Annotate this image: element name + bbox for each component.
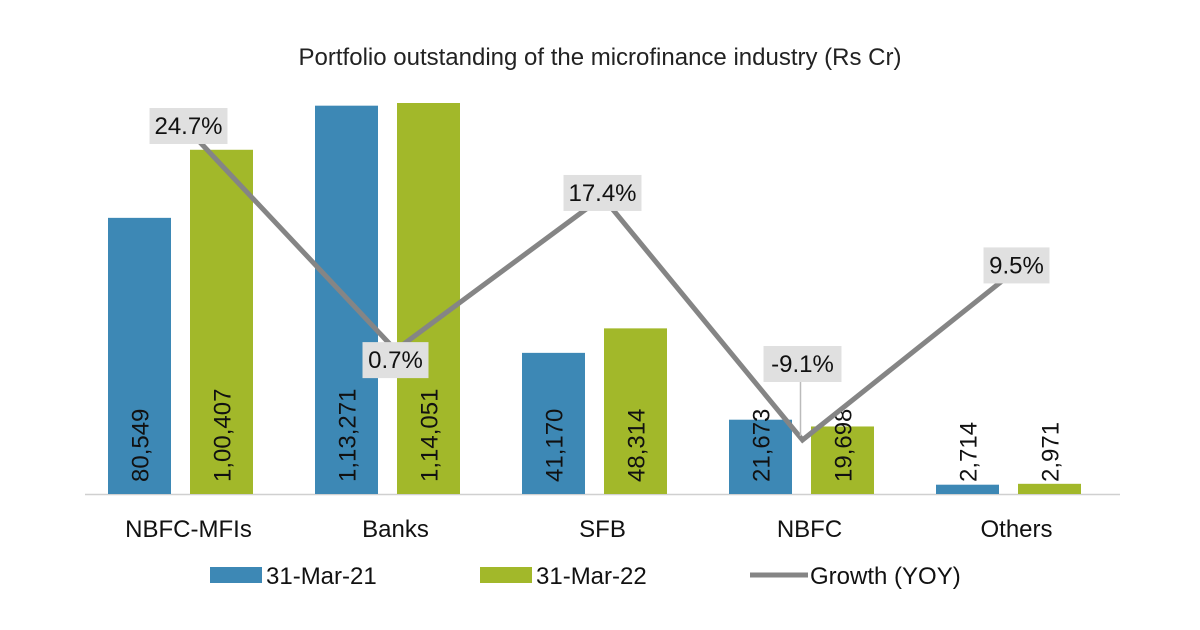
growth-label-4: -9.1% <box>771 351 834 378</box>
bar-others-series-1 <box>936 484 999 494</box>
data-label-others-series-2: 2,971 <box>1038 422 1065 482</box>
category-label-nbfc: NBFC <box>777 516 842 543</box>
data-label-sfb-series-1: 41,170 <box>542 409 569 482</box>
data-label-nbfc-mfis-series-2: 1,00,407 <box>210 389 237 482</box>
growth-label-box-1 <box>149 108 228 144</box>
legend-swatch-2 <box>480 567 532 583</box>
category-label-banks: Banks <box>362 516 429 543</box>
growth-label-box-4 <box>763 346 842 382</box>
category-label-others: Others <box>980 516 1052 543</box>
data-label-nbfc-mfis-series-1: 80,549 <box>128 409 155 482</box>
data-label-banks-series-1: 1,13,271 <box>335 389 362 482</box>
data-label-others-series-1: 2,714 <box>956 422 983 482</box>
bar-nbfc-mfis-series-1 <box>108 217 171 494</box>
category-label-sfb: SFB <box>579 516 626 543</box>
bar-banks-series-2 <box>397 103 460 494</box>
growth-label-1: 24.7% <box>154 113 222 140</box>
data-label-sfb-series-2: 48,314 <box>624 409 651 482</box>
data-label-nbfc-series-2: 19,698 <box>831 409 858 482</box>
data-label-banks-series-2: 1,14,051 <box>417 389 444 482</box>
growth-label-box-3 <box>563 174 642 211</box>
growth-label-2: 0.7% <box>368 347 423 374</box>
bar-nbfc-mfis-series-2 <box>190 149 253 494</box>
category-label-nbfc-mfis: NBFC-MFIs <box>125 516 252 543</box>
legend-label-2: 31-Mar-22 <box>536 563 647 590</box>
data-label-nbfc-series-1: 21,673 <box>749 409 776 482</box>
bar-others-series-2 <box>1018 483 1081 494</box>
growth-label-box-5 <box>983 247 1050 284</box>
legend-swatch-1 <box>210 567 262 583</box>
bar-sfb-series-2 <box>604 328 667 494</box>
bar-nbfc-series-1 <box>729 419 792 494</box>
bar-sfb-series-1 <box>522 352 585 494</box>
growth-label-5: 9.5% <box>989 252 1044 279</box>
legend-label-1: 31-Mar-21 <box>266 563 377 590</box>
bar-nbfc-series-2 <box>811 426 874 494</box>
chart-title: Portfolio outstanding of the microfinanc… <box>298 44 902 71</box>
legend-label-3: Growth (YOY) <box>810 563 961 590</box>
growth-label-3: 17.4% <box>568 180 636 207</box>
growth-label-box-2 <box>362 342 429 379</box>
